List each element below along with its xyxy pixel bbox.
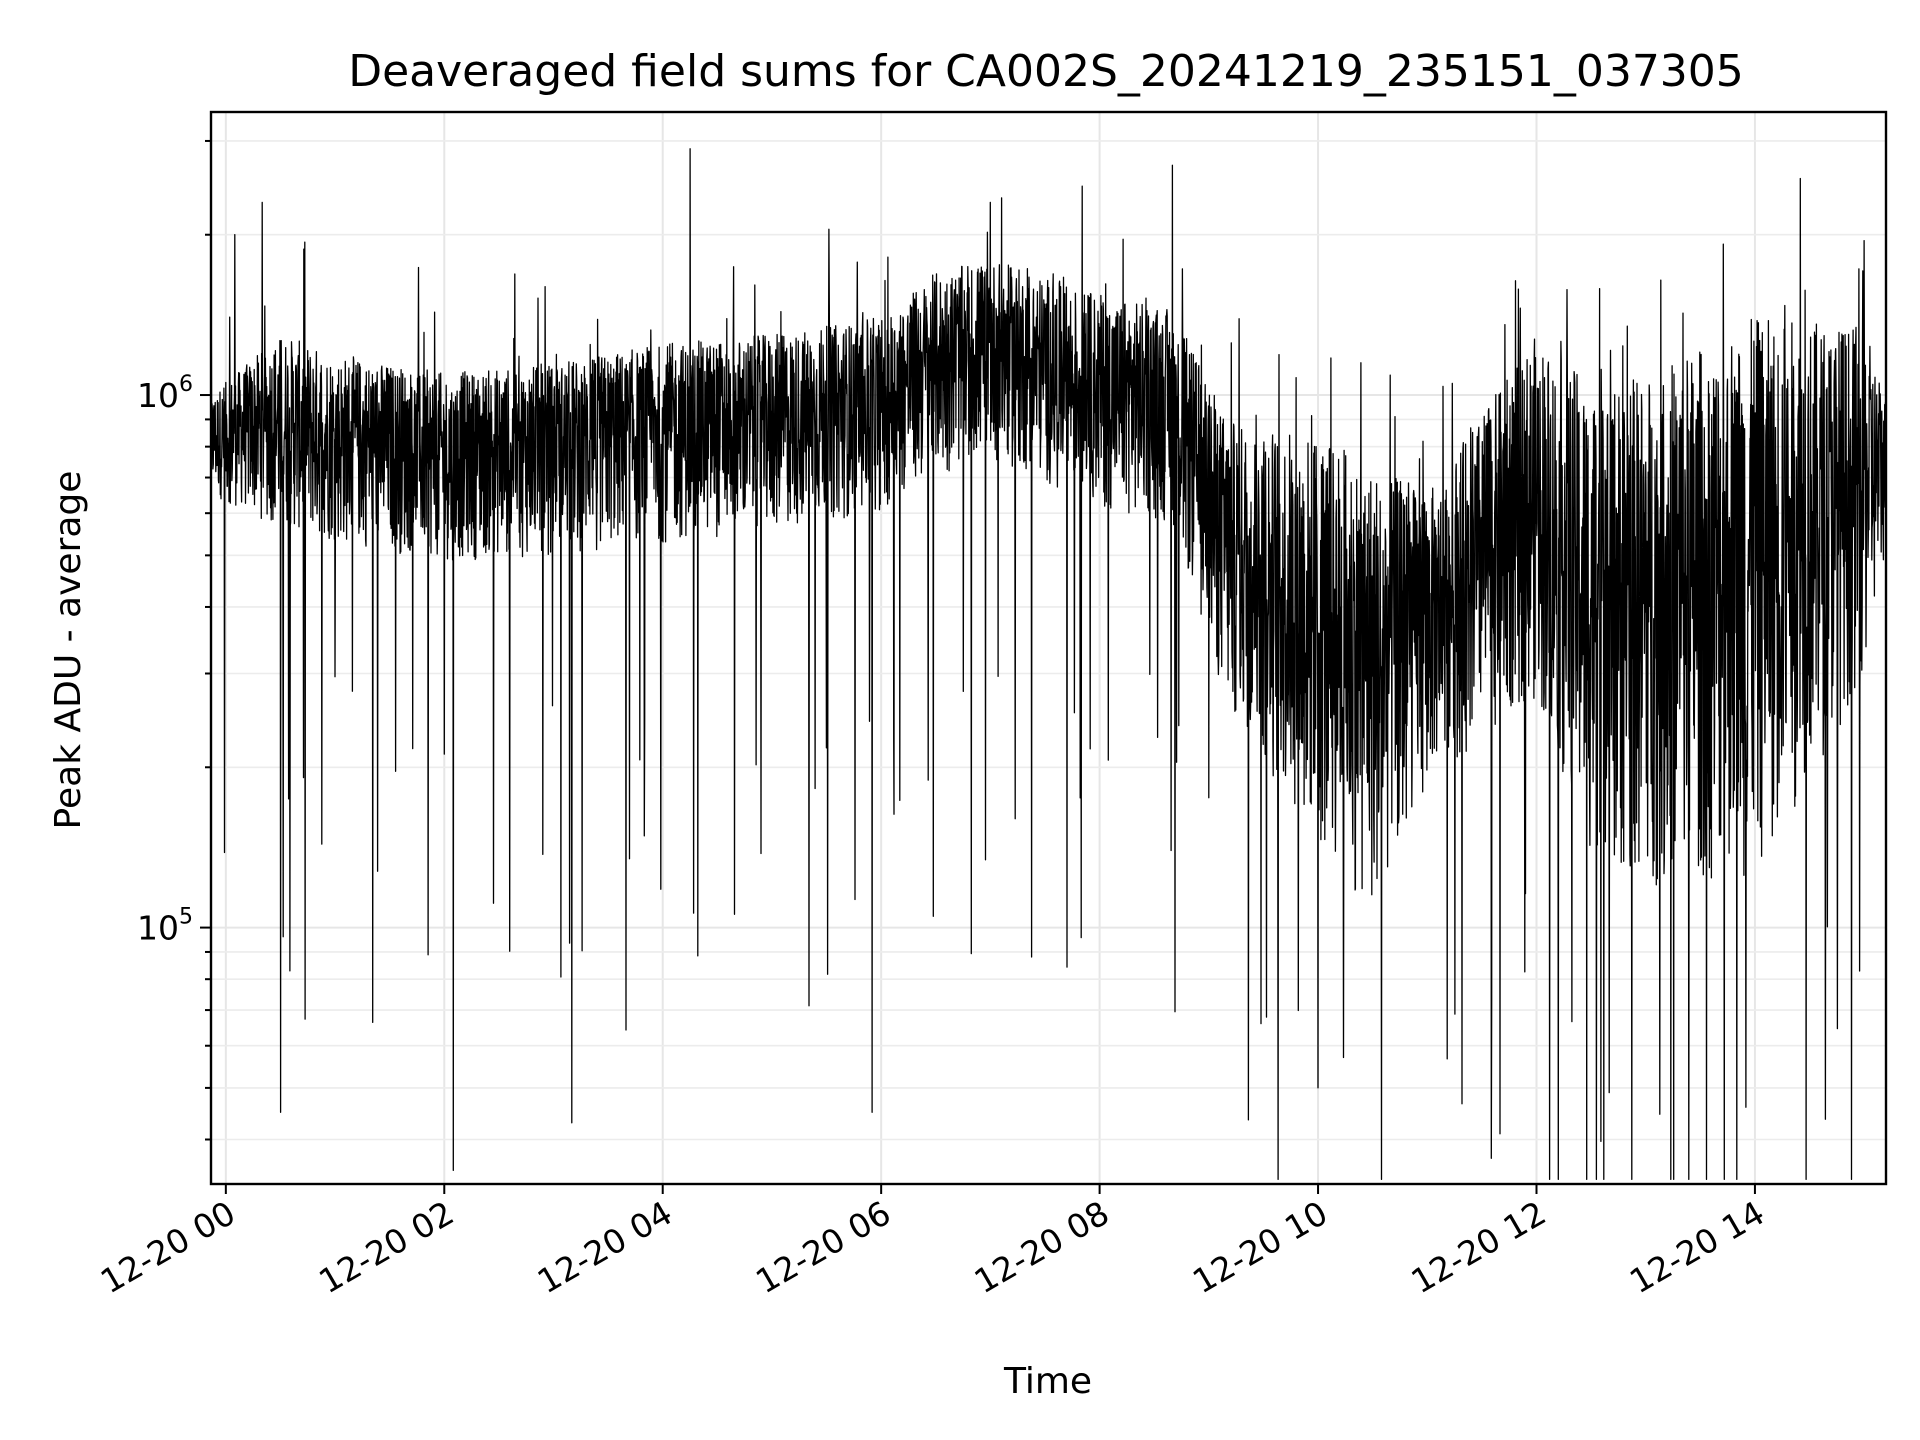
chart-title: Deaveraged field sums for CA002S_2024121… xyxy=(348,46,1744,97)
x-tick-label: 12-20 08 xyxy=(968,1193,1116,1301)
x-axis-label: Time xyxy=(1003,1361,1092,1402)
x-axis: 12-20 00 12-20 02 12-20 04 12-20 06 12-20 08… xyxy=(94,1184,1771,1301)
y-axis-label: Peak ADU - average xyxy=(48,471,89,830)
x-tick-label: 12-20 04 xyxy=(531,1193,679,1301)
x-tick-label: 12-20 06 xyxy=(749,1193,897,1301)
y-tick-label: 106 xyxy=(137,372,193,415)
x-tick-label: 12-20 02 xyxy=(312,1193,460,1301)
x-tick-label: 12-20 00 xyxy=(94,1193,242,1301)
series-line xyxy=(210,148,1887,1181)
series-layer xyxy=(210,148,1887,1181)
y-tick-label: 105 xyxy=(137,905,193,948)
y-axis: 105 106 xyxy=(137,139,211,1141)
x-tick-label: 12-20 14 xyxy=(1623,1193,1771,1301)
x-tick-label: 12-20 12 xyxy=(1404,1193,1552,1301)
x-tick-label: 12-20 10 xyxy=(1186,1193,1334,1301)
plot-frame xyxy=(209,110,1888,1186)
